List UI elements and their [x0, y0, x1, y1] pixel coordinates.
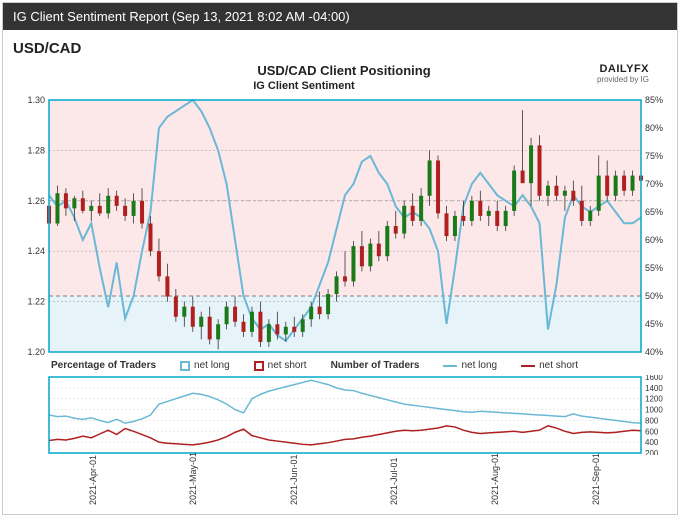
report-header: IG Client Sentiment Report (Sep 13, 2021…: [3, 3, 677, 30]
legend-netshort-box: net short: [254, 360, 307, 371]
svg-text:80%: 80%: [645, 123, 663, 133]
legend-netlong-box: net long: [180, 360, 230, 371]
svg-text:1.28: 1.28: [27, 145, 45, 155]
svg-text:85%: 85%: [645, 96, 663, 105]
legend-text: net long: [194, 360, 230, 371]
swatch-icon: [443, 365, 457, 367]
svg-text:1.24: 1.24: [27, 246, 45, 256]
logo-sub: provided by IG: [597, 75, 649, 84]
svg-text:800: 800: [645, 416, 659, 425]
svg-text:70%: 70%: [645, 179, 663, 189]
chart-title-row: USD/CAD Client Positioning IG Client Sen…: [11, 63, 669, 92]
svg-text:60%: 60%: [645, 235, 663, 245]
svg-text:75%: 75%: [645, 151, 663, 161]
svg-text:55%: 55%: [645, 263, 663, 273]
svg-text:1200: 1200: [645, 395, 663, 404]
x-tick-label: 2021-Jun-01: [289, 454, 299, 505]
svg-text:1.20: 1.20: [27, 347, 45, 356]
sub-chart: 200 400 600 8001000 1200 1400 1600: [11, 375, 669, 455]
logo-main: DAILYFX: [597, 63, 649, 75]
report-title: IG Client Sentiment Report (Sep 13, 2021…: [13, 9, 350, 24]
legend-text: net short: [539, 360, 578, 371]
main-chart: 1.20 1.22 1.24 1.26 1.28 1.30 40% 45% 50% 55% 60% 6…: [11, 96, 669, 356]
x-tick-label: 2021-Jul-01: [389, 457, 399, 505]
svg-text:1.30: 1.30: [27, 96, 45, 105]
swatch-icon: [180, 361, 190, 371]
svg-text:200: 200: [645, 449, 659, 455]
svg-text:50%: 50%: [645, 291, 663, 301]
x-tick-label: 2021-May-01: [188, 452, 198, 505]
svg-text:1.26: 1.26: [27, 196, 45, 206]
legend-netshort-line: net short: [521, 360, 578, 371]
chart-area: USD/CAD Client Positioning IG Client Sen…: [11, 63, 669, 507]
provider-logo: DAILYFX provided by IG: [597, 63, 649, 84]
svg-text:600: 600: [645, 427, 659, 436]
report-container: IG Client Sentiment Report (Sep 13, 2021…: [2, 2, 678, 515]
svg-text:45%: 45%: [645, 319, 663, 329]
legend-left-label: Percentage of Traders: [51, 360, 156, 371]
swatch-icon: [521, 365, 535, 367]
svg-text:400: 400: [645, 438, 659, 447]
x-tick-label: 2021-Sep-01: [591, 453, 601, 505]
legend-row: Percentage of Traders net long net short…: [11, 358, 669, 373]
legend-right-label: Number of Traders: [331, 360, 420, 371]
x-axis: 2021-Apr-012021-May-012021-Jun-012021-Ju…: [11, 457, 669, 507]
x-tick-label: 2021-Aug-01: [490, 453, 500, 505]
svg-text:1.22: 1.22: [27, 297, 45, 307]
legend-text: net short: [268, 360, 307, 371]
chart-title: USD/CAD Client Positioning: [11, 63, 597, 78]
sub-chart-svg: 200 400 600 8001000 1200 1400 1600: [11, 375, 671, 455]
legend-text: net long: [461, 360, 497, 371]
main-chart-svg: 1.20 1.22 1.24 1.26 1.28 1.30 40% 45% 50% 55% 60% 6…: [11, 96, 671, 356]
legend-netlong-line: net long: [443, 360, 497, 371]
svg-text:1000: 1000: [645, 406, 663, 415]
svg-text:1600: 1600: [645, 375, 663, 382]
swatch-icon: [254, 361, 264, 371]
svg-text:65%: 65%: [645, 207, 663, 217]
svg-text:40%: 40%: [645, 347, 663, 356]
chart-subtitle: IG Client Sentiment: [11, 80, 597, 92]
svg-text:1400: 1400: [645, 384, 663, 393]
symbol-label: USD/CAD: [3, 30, 677, 63]
x-tick-label: 2021-Apr-01: [88, 455, 98, 505]
